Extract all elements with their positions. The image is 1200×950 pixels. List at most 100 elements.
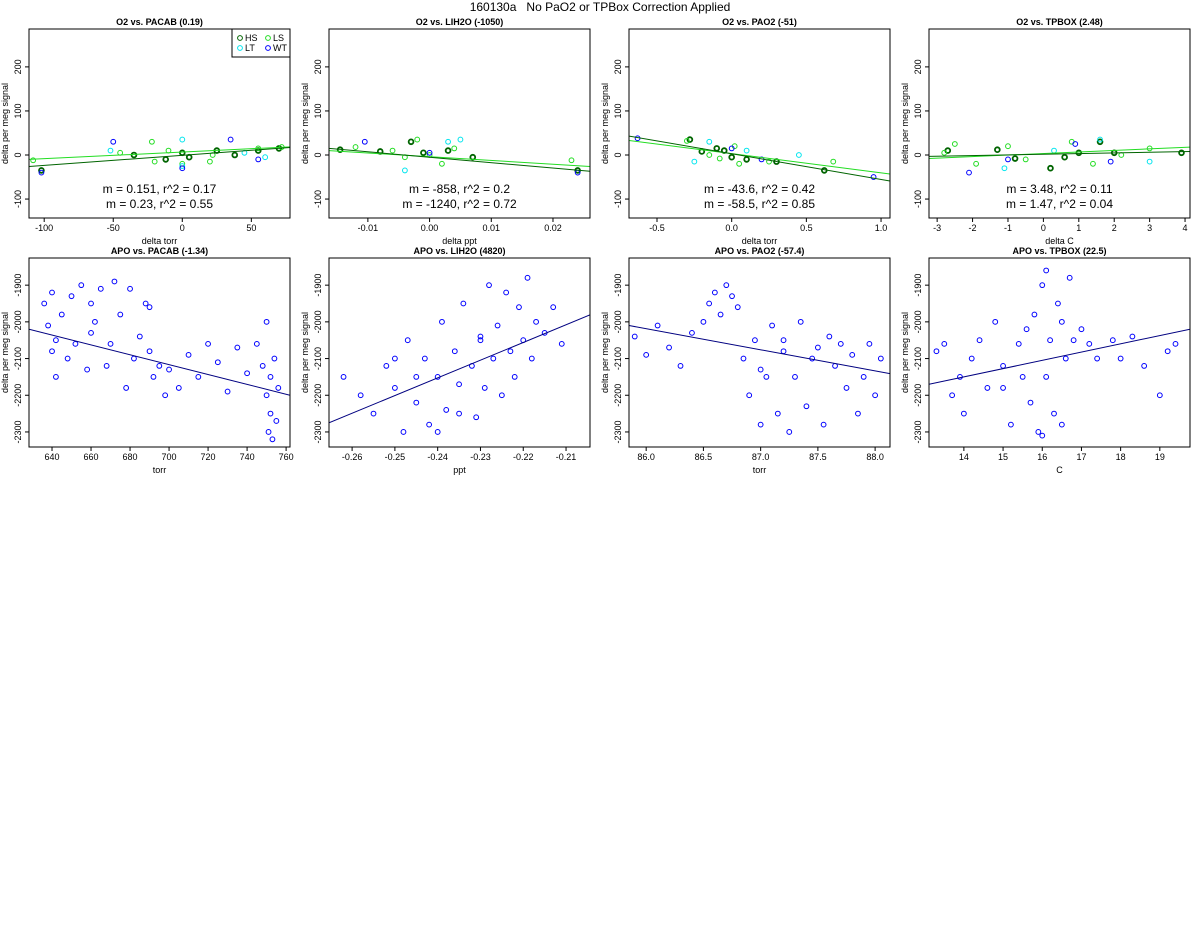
point [1047, 337, 1053, 344]
panel: O2 vs. LIH2O (-1050) delta ppt delta per m… [300, 17, 591, 246]
point [743, 156, 750, 163]
point [401, 167, 408, 174]
point [686, 136, 694, 143]
point [1011, 155, 1019, 162]
y-tick-label: -1900 [313, 274, 323, 297]
point [814, 344, 821, 351]
point [729, 293, 735, 300]
y-axis-label: delta per meg signal [300, 312, 310, 393]
point [439, 160, 445, 167]
x-axis-label: ppt [453, 465, 466, 475]
point [820, 421, 827, 428]
point [269, 436, 276, 443]
fit-line [629, 135, 890, 182]
point [752, 337, 758, 344]
point [340, 374, 347, 380]
point [507, 348, 514, 355]
point [736, 160, 743, 167]
x-tick-label: 660 [84, 452, 99, 462]
point [870, 174, 877, 180]
fit-line [329, 150, 590, 167]
y-tick-label: 200 [13, 59, 23, 74]
point [445, 138, 451, 145]
fit-annotation: m = 0.151, r^2 = 0.17 [103, 182, 217, 196]
y-tick-label: 200 [913, 59, 923, 74]
fit-line [329, 147, 590, 172]
point [53, 374, 59, 380]
y-axis-label: delta per meg signal [900, 312, 910, 393]
point [263, 392, 270, 399]
point [1005, 143, 1011, 150]
y-tick-label: -100 [313, 190, 323, 208]
point [473, 414, 480, 421]
point [451, 348, 458, 355]
point [1008, 421, 1014, 428]
point [683, 138, 690, 144]
point [1156, 392, 1163, 399]
point [111, 278, 118, 285]
y-tick-label: -2000 [13, 310, 23, 333]
point [214, 359, 221, 366]
x-tick-label: -0.24 [427, 452, 448, 462]
y-tick-label: 0 [13, 152, 23, 157]
point [486, 282, 492, 289]
point [1129, 333, 1136, 340]
point [30, 157, 37, 164]
point [88, 329, 94, 336]
x-tick-label: -0.5 [649, 223, 665, 233]
x-tick-label: 740 [240, 452, 255, 462]
panel: O2 vs. PACAB (0.19) delta torr delta per m… [0, 17, 291, 246]
panel: APO vs. LIH2O (4820) ppt delta per meg sig… [300, 246, 591, 475]
x-tick-label: 0.00 [421, 223, 439, 233]
point [803, 403, 810, 410]
point [941, 149, 948, 156]
point [1000, 385, 1006, 391]
panel: APO vs. PAO2 (-57.4) torr delta per meg si… [600, 246, 891, 475]
point [457, 136, 464, 143]
point [421, 355, 428, 362]
x-tick-label: 4 [1183, 223, 1188, 233]
point [460, 300, 467, 307]
panel: APO vs. PACAB (-1.34) torr delta per meg s… [0, 246, 294, 475]
point [178, 149, 186, 157]
point [38, 169, 45, 176]
x-tick-label: 50 [246, 223, 256, 233]
point [78, 282, 85, 289]
x-tick-label: -2 [969, 223, 977, 233]
legend-box [231, 28, 291, 58]
point [568, 157, 575, 164]
point [151, 158, 158, 165]
point [481, 385, 488, 391]
point [1058, 318, 1065, 325]
x-tick-label: 0.02 [544, 223, 562, 233]
point [795, 152, 802, 158]
x-axis-label: torr [753, 465, 767, 475]
point [110, 138, 117, 145]
point [149, 138, 155, 145]
x-tick-label: 760 [279, 452, 294, 462]
y-axis-label: delta per meg signal [600, 83, 610, 164]
point [420, 149, 427, 157]
point [872, 392, 879, 399]
point [643, 351, 650, 358]
point [253, 340, 260, 347]
point [766, 158, 772, 165]
point [1061, 153, 1068, 161]
point [734, 304, 741, 311]
point [740, 355, 747, 362]
point [267, 410, 274, 417]
point [107, 340, 114, 347]
x-tick-label: -3 [933, 223, 941, 233]
point [107, 147, 114, 154]
point [185, 153, 193, 161]
point [136, 333, 143, 340]
point [786, 429, 793, 435]
x-tick-label: 19 [1155, 452, 1165, 462]
x-tick-label: -0.22 [513, 452, 534, 462]
y-tick-label: -2300 [613, 420, 623, 443]
panel: O2 vs. PAO2 (-51) delta torr delta per meg… [600, 17, 891, 246]
y-tick-label: -2200 [613, 384, 623, 407]
point [1118, 152, 1125, 158]
x-tick-label: 1 [1076, 223, 1081, 233]
fit-annotation: m = -58.5, r^2 = 0.85 [704, 197, 815, 211]
